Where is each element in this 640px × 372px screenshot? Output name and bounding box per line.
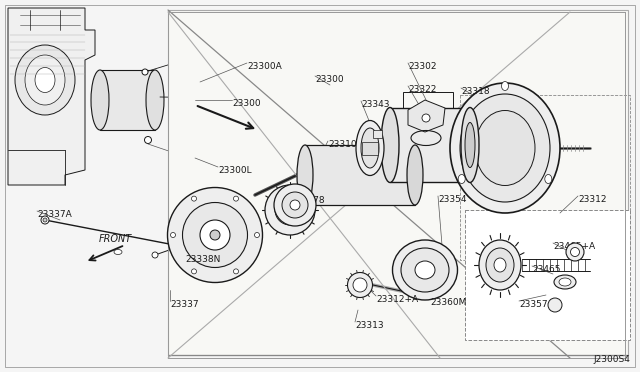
Text: 23338N: 23338N: [185, 255, 220, 264]
Ellipse shape: [152, 252, 158, 258]
Ellipse shape: [545, 174, 552, 183]
Polygon shape: [305, 145, 415, 205]
Text: 23300L: 23300L: [218, 166, 252, 175]
Ellipse shape: [475, 110, 535, 186]
Ellipse shape: [274, 184, 316, 226]
Ellipse shape: [25, 55, 65, 105]
Ellipse shape: [458, 174, 465, 183]
Ellipse shape: [91, 70, 109, 130]
Ellipse shape: [548, 298, 562, 312]
Ellipse shape: [146, 70, 164, 130]
Ellipse shape: [401, 248, 449, 292]
Text: 23465: 23465: [532, 265, 561, 274]
Ellipse shape: [570, 247, 579, 257]
Text: J2300S4: J2300S4: [593, 355, 630, 364]
Ellipse shape: [450, 83, 560, 213]
Ellipse shape: [41, 216, 49, 224]
Polygon shape: [373, 130, 382, 138]
Ellipse shape: [191, 196, 196, 201]
Ellipse shape: [200, 220, 230, 250]
Ellipse shape: [356, 121, 384, 176]
Ellipse shape: [35, 67, 55, 93]
Ellipse shape: [275, 195, 305, 225]
Ellipse shape: [282, 192, 308, 218]
Ellipse shape: [392, 240, 458, 300]
Text: FRONT: FRONT: [99, 234, 132, 244]
Polygon shape: [100, 70, 155, 130]
Ellipse shape: [353, 278, 367, 292]
Ellipse shape: [290, 200, 300, 210]
Bar: [465, 210, 630, 340]
Text: 23322: 23322: [408, 85, 436, 94]
Bar: [403, 92, 453, 152]
Text: 23354: 23354: [438, 195, 467, 204]
Ellipse shape: [465, 122, 475, 167]
Ellipse shape: [265, 185, 315, 235]
Ellipse shape: [43, 218, 47, 222]
Ellipse shape: [494, 258, 506, 272]
Ellipse shape: [182, 202, 248, 267]
Ellipse shape: [559, 278, 571, 286]
Bar: [460, 95, 630, 260]
Ellipse shape: [114, 250, 122, 254]
Text: 23310: 23310: [328, 140, 356, 149]
Text: 23343: 23343: [361, 100, 390, 109]
Ellipse shape: [234, 196, 239, 201]
Text: 23360M: 23360M: [430, 298, 467, 307]
Text: 23302: 23302: [408, 62, 436, 71]
Text: 23318: 23318: [461, 87, 490, 96]
Polygon shape: [408, 100, 445, 132]
Ellipse shape: [297, 145, 313, 205]
Ellipse shape: [381, 108, 399, 183]
Ellipse shape: [191, 269, 196, 274]
Text: 23300: 23300: [232, 99, 260, 108]
Ellipse shape: [460, 94, 550, 202]
Text: 23357: 23357: [519, 300, 548, 309]
Text: 23313: 23313: [355, 321, 383, 330]
Polygon shape: [390, 108, 470, 182]
Polygon shape: [362, 142, 378, 155]
Ellipse shape: [566, 243, 584, 261]
Ellipse shape: [168, 187, 262, 282]
Ellipse shape: [210, 230, 220, 240]
Ellipse shape: [284, 204, 296, 216]
Ellipse shape: [348, 273, 372, 298]
Ellipse shape: [554, 275, 576, 289]
Ellipse shape: [361, 128, 379, 168]
Text: 23378: 23378: [296, 196, 324, 205]
Ellipse shape: [415, 261, 435, 279]
Text: 23312: 23312: [578, 195, 607, 204]
Ellipse shape: [142, 69, 148, 75]
Text: 23312+A: 23312+A: [376, 295, 418, 304]
Ellipse shape: [407, 145, 423, 205]
Ellipse shape: [170, 232, 175, 237]
Polygon shape: [8, 8, 95, 185]
Ellipse shape: [486, 248, 514, 282]
Text: 23300A: 23300A: [247, 62, 282, 71]
Ellipse shape: [234, 269, 239, 274]
Text: 23337A: 23337A: [37, 210, 72, 219]
Ellipse shape: [15, 45, 75, 115]
Text: 23300: 23300: [315, 75, 344, 84]
Ellipse shape: [145, 137, 152, 144]
Polygon shape: [168, 10, 628, 355]
Ellipse shape: [461, 108, 479, 183]
Ellipse shape: [255, 232, 259, 237]
Ellipse shape: [479, 240, 521, 290]
Ellipse shape: [422, 114, 430, 122]
Text: 23337: 23337: [170, 300, 198, 309]
Ellipse shape: [502, 81, 509, 90]
Text: 23465+A: 23465+A: [553, 242, 595, 251]
